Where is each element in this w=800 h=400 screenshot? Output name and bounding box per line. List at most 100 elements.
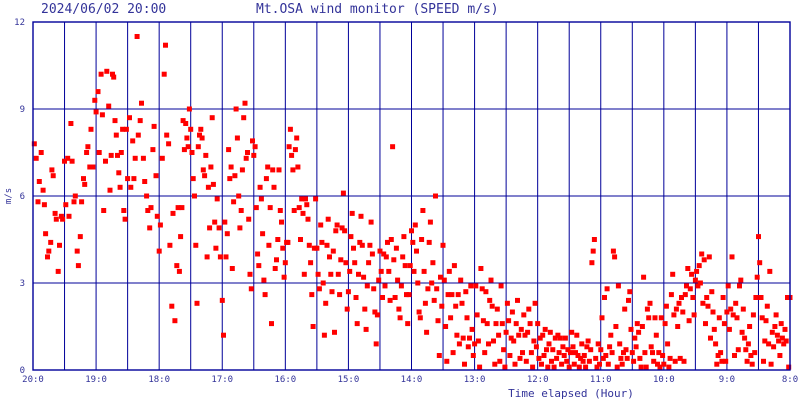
data-point <box>453 303 459 309</box>
data-point <box>35 199 41 205</box>
data-point <box>545 364 551 370</box>
data-point <box>609 350 615 356</box>
x-tick-label: 10:0 <box>653 375 675 385</box>
data-point <box>200 167 206 173</box>
data-point <box>41 202 47 208</box>
data-point <box>271 184 277 190</box>
data-point <box>515 297 520 303</box>
data-point <box>488 277 494 283</box>
data-point <box>468 283 474 289</box>
data-point <box>345 289 351 295</box>
data-point <box>663 303 669 309</box>
data-point <box>622 306 628 312</box>
data-point <box>300 210 306 216</box>
data-point <box>411 268 417 274</box>
x-tick-label: 11:0 <box>590 375 612 385</box>
data-point <box>623 347 629 353</box>
data-point <box>486 341 491 347</box>
data-point <box>357 239 363 245</box>
data-point <box>513 321 519 327</box>
data-point <box>690 295 696 300</box>
data-point <box>454 332 460 338</box>
data-point <box>338 257 344 263</box>
data-point <box>426 239 432 245</box>
data-point <box>748 353 754 358</box>
data-point <box>593 355 599 361</box>
data-point <box>726 326 732 332</box>
data-point <box>762 338 768 344</box>
data-point <box>493 321 499 327</box>
data-point <box>118 150 124 155</box>
data-point <box>441 277 447 283</box>
data-point <box>756 234 761 240</box>
data-point <box>598 347 604 353</box>
data-point <box>113 132 119 138</box>
data-point <box>407 263 413 269</box>
data-point <box>575 353 581 358</box>
data-point <box>419 237 425 242</box>
x-tick-labels: 20:0 19:0 18:0 17:0 16:0 15:0 14:0 13:0 12:0 11:0… <box>22 375 798 385</box>
data-point <box>221 332 226 338</box>
data-point <box>704 295 710 300</box>
data-point <box>110 71 115 77</box>
data-point <box>439 303 445 309</box>
data-point <box>58 213 64 219</box>
data-point <box>395 277 401 283</box>
data-point <box>602 295 607 300</box>
data-point <box>739 329 745 335</box>
data-point <box>621 350 626 356</box>
data-point <box>144 193 150 199</box>
data-point <box>681 358 687 364</box>
data-point <box>564 358 570 364</box>
data-point <box>377 248 383 254</box>
data-point <box>619 361 625 367</box>
data-point <box>50 173 56 179</box>
data-point <box>557 335 563 341</box>
data-point <box>733 300 739 306</box>
data-point <box>308 260 314 266</box>
data-point <box>189 150 195 155</box>
data-point <box>256 263 262 269</box>
data-point <box>732 353 737 358</box>
data-point <box>761 358 766 364</box>
data-point <box>508 335 514 341</box>
data-point <box>36 179 42 184</box>
data-point <box>45 254 50 260</box>
data-point <box>662 321 668 327</box>
data-point <box>456 341 462 347</box>
data-point <box>304 202 310 208</box>
data-point <box>190 176 196 182</box>
data-point <box>528 350 534 356</box>
data-point <box>172 318 178 324</box>
data-point <box>276 167 282 173</box>
data-point <box>633 344 639 350</box>
data-point <box>342 228 348 234</box>
data-point <box>658 315 664 321</box>
data-point <box>672 358 678 364</box>
data-point <box>544 347 549 353</box>
data-point <box>349 210 355 216</box>
data-point <box>324 242 330 248</box>
data-point <box>291 208 297 213</box>
data-point <box>274 257 279 263</box>
data-point <box>554 355 560 361</box>
data-point <box>410 239 416 245</box>
data-point <box>82 181 88 187</box>
data-point <box>92 97 98 103</box>
data-point <box>280 245 286 251</box>
data-point <box>52 210 58 216</box>
data-point <box>315 271 321 277</box>
data-point <box>95 89 101 95</box>
data-point <box>275 237 281 242</box>
data-point <box>289 152 295 158</box>
data-point <box>523 358 529 364</box>
x-tick-label: 20:0 <box>22 375 44 385</box>
data-point <box>489 303 495 309</box>
data-point <box>533 344 539 350</box>
x-axis-label: Time elapsed (Hour) <box>508 387 634 400</box>
data-point <box>671 312 677 318</box>
data-point <box>178 234 184 240</box>
data-point <box>207 225 213 231</box>
data-point <box>332 329 337 335</box>
data-point <box>71 199 77 205</box>
